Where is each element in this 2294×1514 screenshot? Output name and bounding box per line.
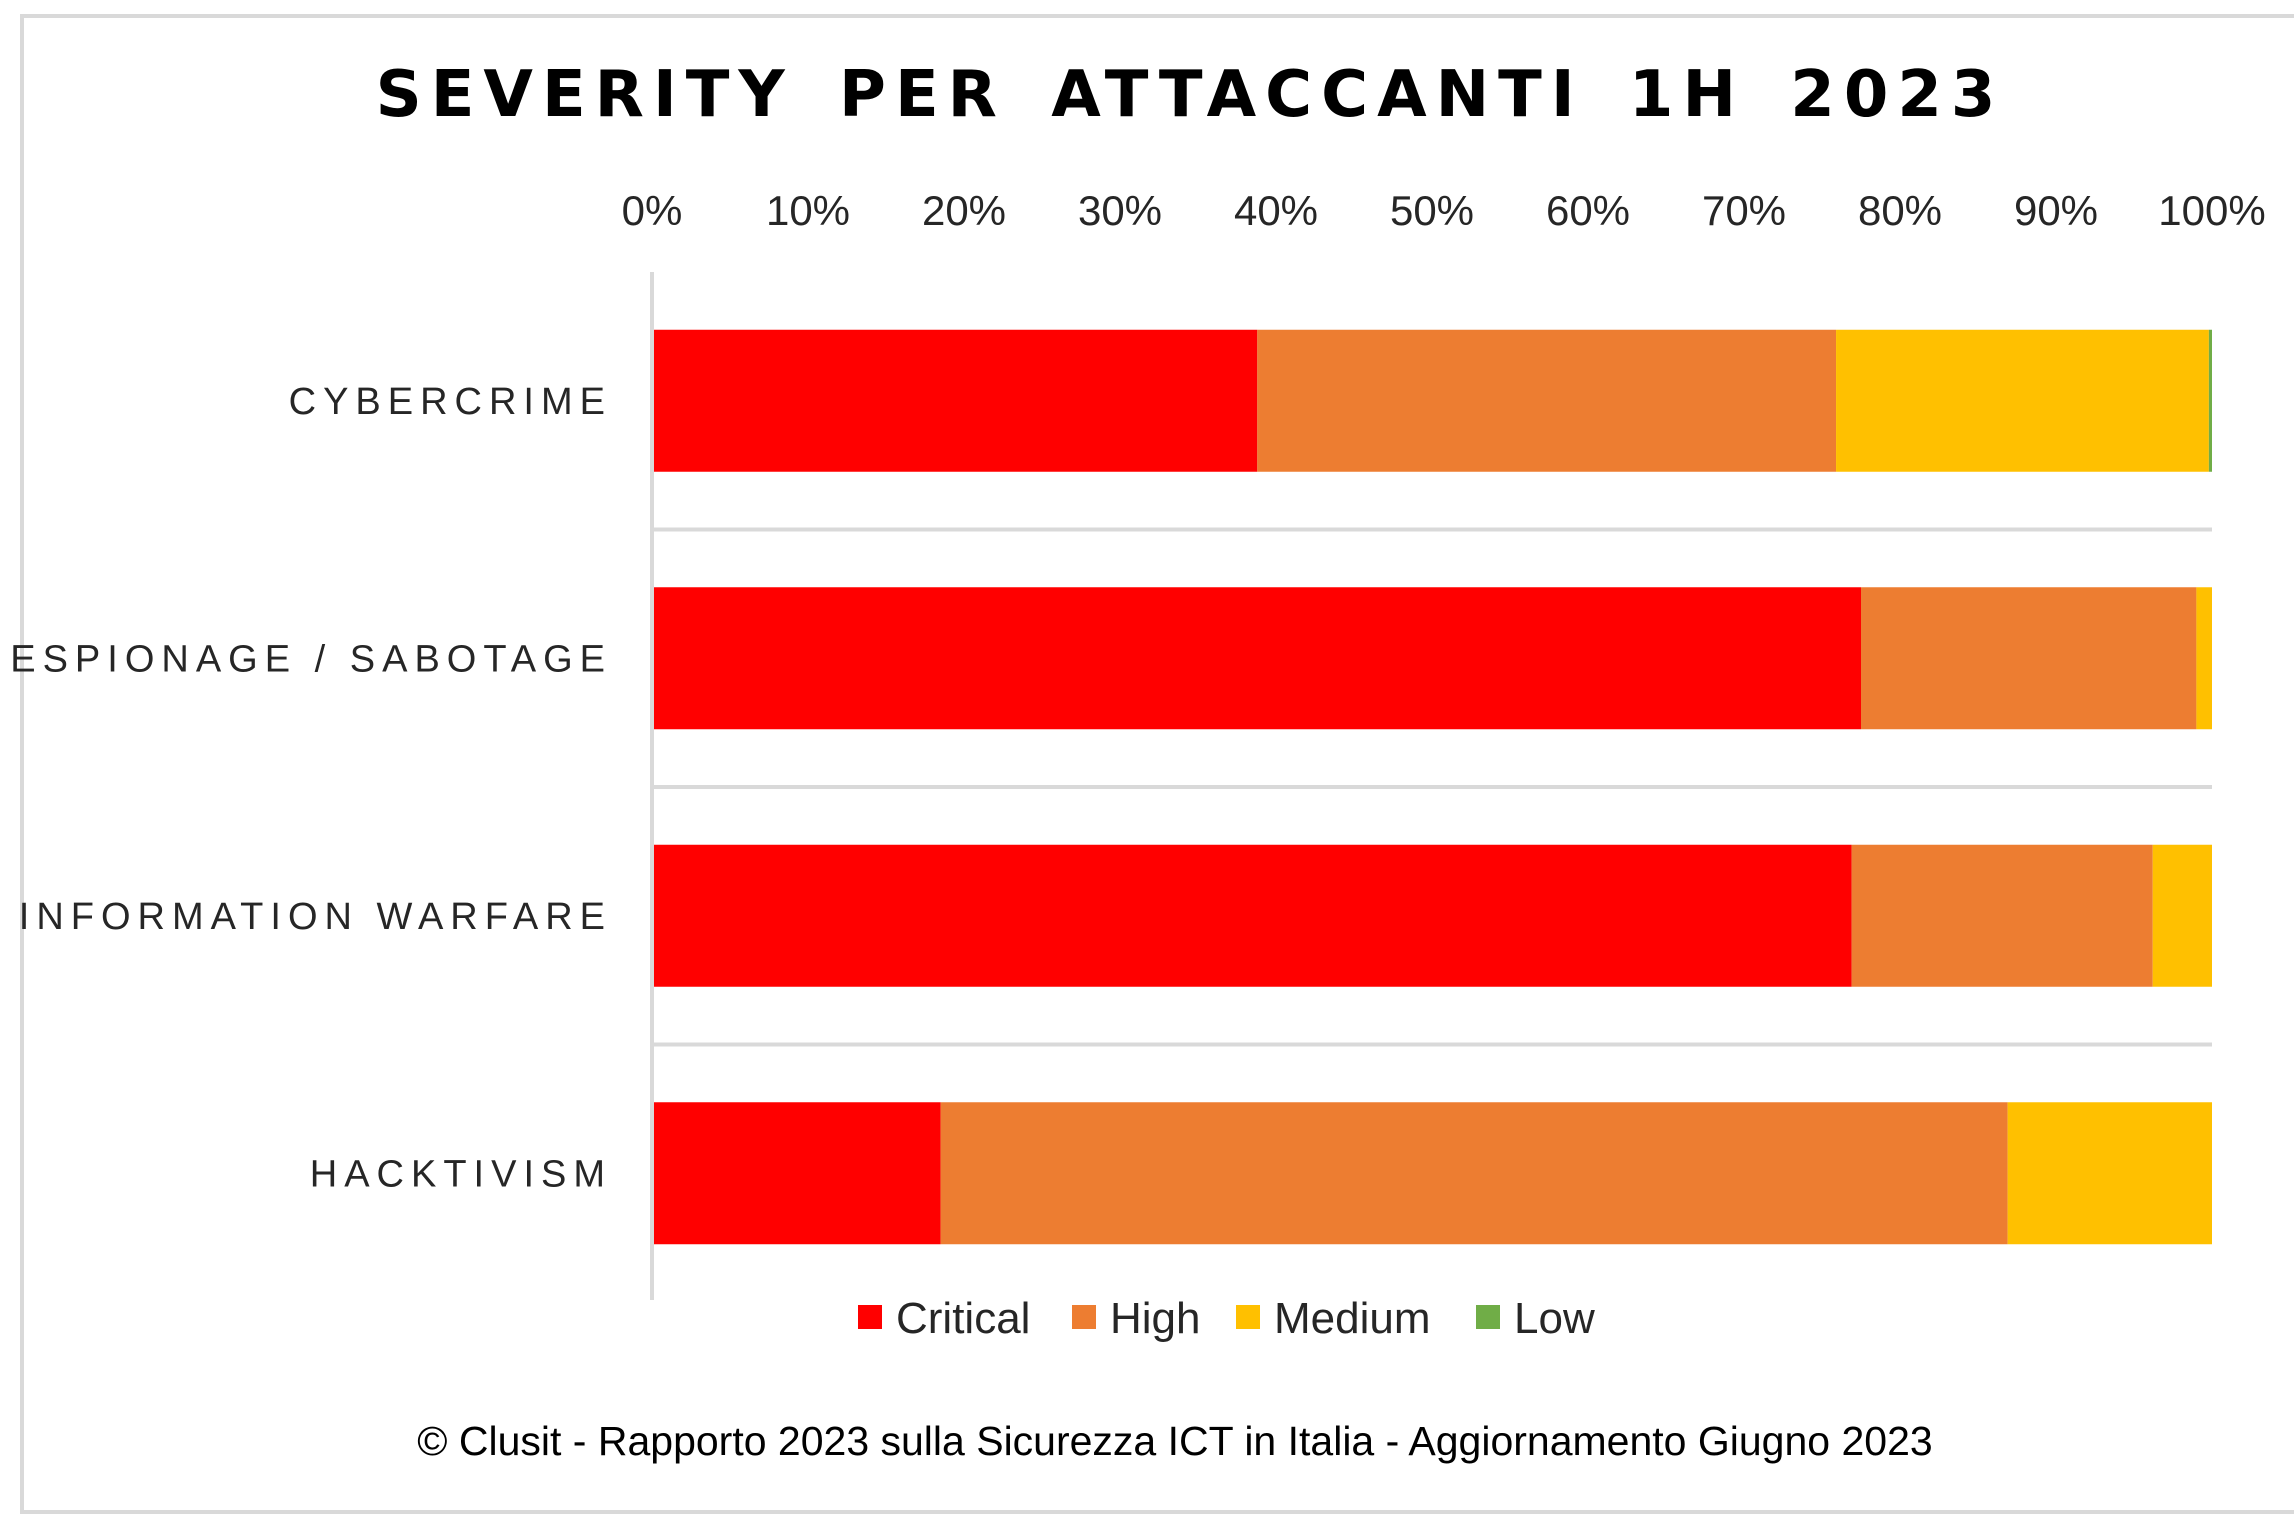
- bar-critical: [652, 1102, 941, 1245]
- category-label: HACKTIVISM: [310, 1153, 612, 1195]
- bar-high: [1861, 587, 2197, 730]
- chart-plot: 0% 10% 20% 30% 40% 50% 60% 70% 80% 90% 100% CYBERC…: [10, 187, 2266, 1343]
- x-tick-label: 10%: [766, 187, 850, 234]
- bar-medium: [2007, 1102, 2212, 1245]
- bar-critical: [652, 329, 1258, 472]
- legend: Critical High Medium Low: [858, 1294, 1595, 1343]
- bar-medium: [2152, 844, 2212, 987]
- bar-high: [1257, 329, 1837, 472]
- legend-swatch: [1476, 1305, 1500, 1329]
- category-label: CYBERCRIME: [289, 381, 612, 423]
- bar-medium: [2196, 587, 2212, 730]
- x-tick-label: 30%: [1078, 187, 1162, 234]
- legend-entry: High: [1110, 1294, 1201, 1343]
- x-tick-label: 90%: [2014, 187, 2098, 234]
- x-tick-label: 70%: [1702, 187, 1786, 234]
- copyright-footer: © Clusit - Rapporto 2023 sulla Sicurezza…: [417, 1418, 1933, 1464]
- bar-high: [1851, 844, 2153, 987]
- category-label: INFORMATION WARFARE: [19, 896, 612, 938]
- bar-critical: [652, 844, 1852, 987]
- category-labels: CYBERCRIME ESPIONAGE / SABOTAGE INFORMATIO…: [10, 381, 612, 1196]
- x-tick-label: 20%: [922, 187, 1006, 234]
- chart-frame: [20, 14, 2294, 1514]
- x-tick-label: 50%: [1390, 187, 1474, 234]
- bar-low: [2208, 329, 2212, 472]
- legend-entry: Low: [1514, 1294, 1595, 1343]
- category-separators: [652, 527, 2212, 1047]
- bar-critical: [652, 587, 1861, 730]
- legend-swatch: [858, 1305, 882, 1329]
- x-tick-label: 100%: [2158, 187, 2265, 234]
- x-tick-label: 60%: [1546, 187, 1630, 234]
- x-tick-label: 40%: [1234, 187, 1318, 234]
- legend-swatch: [1072, 1305, 1096, 1329]
- x-tick-labels: 0% 10% 20% 30% 40% 50% 60% 70% 80% 90% 100%: [622, 187, 2266, 234]
- bar-segments: [652, 329, 2212, 1245]
- bar-medium: [1836, 329, 2209, 472]
- chart-title: SEVERITY PER ATTACCANTI 1H 2023: [375, 58, 2005, 132]
- legend-entry: Medium: [1274, 1294, 1431, 1343]
- legend-entry: Critical: [896, 1294, 1030, 1343]
- x-tick-label: 80%: [1858, 187, 1942, 234]
- legend-swatch: [1236, 1305, 1260, 1329]
- x-tick-label: 0%: [622, 187, 683, 234]
- category-label: ESPIONAGE / SABOTAGE: [10, 638, 612, 680]
- bar-high: [940, 1102, 2008, 1245]
